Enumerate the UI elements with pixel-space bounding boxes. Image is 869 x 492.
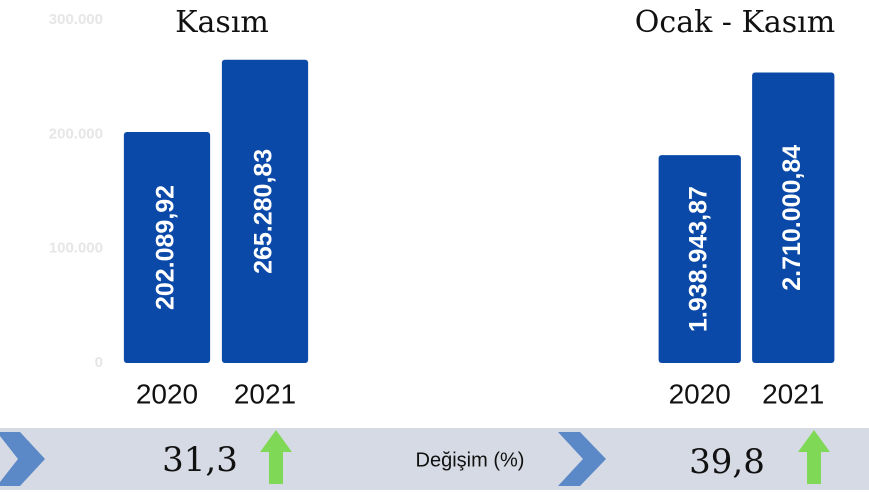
up-arrow: [798, 430, 830, 484]
change-value: 31,3: [162, 440, 238, 480]
bar: [221, 59, 309, 363]
value-label: 265.280,83: [250, 149, 278, 274]
up-arrow: [260, 430, 292, 484]
value-label: 2.710.000,84: [778, 145, 806, 291]
chevron: [0, 432, 45, 486]
change-label: Değişim (%): [416, 449, 525, 471]
x-tick-label: 2021: [234, 378, 296, 409]
bar: [123, 131, 211, 363]
value-label: 1.938.943,87: [684, 186, 712, 332]
chart-title: Ocak - Kasım: [635, 5, 835, 40]
x-tick-label: 2020: [669, 378, 731, 409]
y-tick-label: 200.000: [49, 125, 103, 142]
y-tick-label: 0: [95, 354, 103, 371]
y-tick-label: 100.000: [49, 240, 103, 257]
value-label: 202.089,92: [152, 185, 180, 310]
chart-title: Kasım: [175, 5, 269, 40]
bar: [658, 155, 741, 363]
y-tick-label: 300.000: [49, 11, 103, 28]
x-tick-label: 2020: [136, 378, 198, 409]
bar: [752, 72, 835, 363]
chevron: [558, 432, 606, 486]
change-band: [0, 428, 869, 490]
x-tick-label: 2021: [762, 378, 824, 409]
change-value: 39,8: [689, 442, 765, 482]
